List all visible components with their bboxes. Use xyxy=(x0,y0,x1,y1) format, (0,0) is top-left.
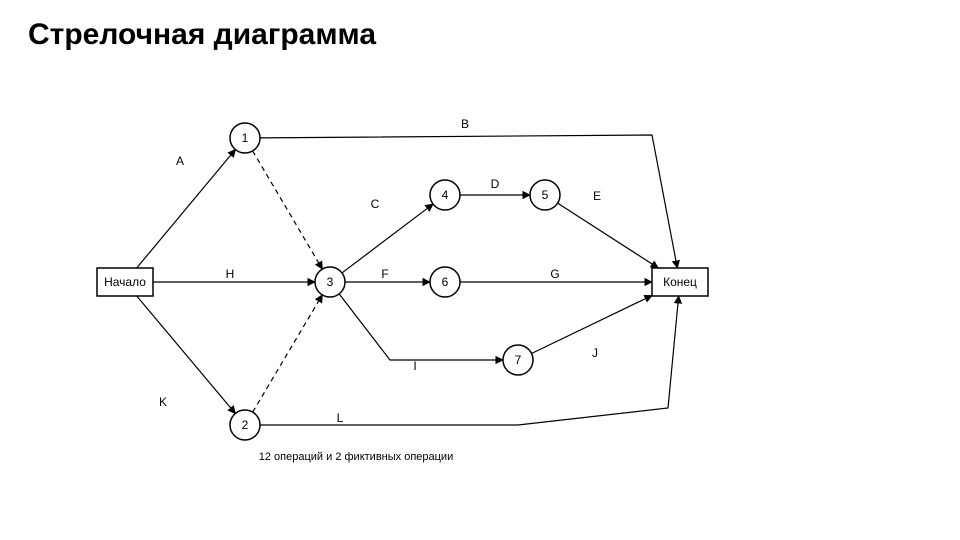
edge-label-H: H xyxy=(226,267,235,281)
edge-label-A: A xyxy=(176,154,184,168)
edge-J xyxy=(532,295,652,353)
edge-label-D: D xyxy=(491,177,500,191)
node-label-n6: 6 xyxy=(442,275,449,289)
edge-label-K: K xyxy=(159,395,167,409)
edge-label-J: J xyxy=(592,346,598,360)
node-label-n4: 4 xyxy=(442,188,449,202)
node-label-n2: 2 xyxy=(242,418,249,432)
edge-label-G: G xyxy=(550,267,559,281)
edge-label-F: F xyxy=(381,267,388,281)
edge-I xyxy=(339,294,503,360)
node-label-n7: 7 xyxy=(515,353,522,367)
edge-n2-n3 xyxy=(253,295,323,412)
edge-K xyxy=(137,296,236,414)
edge-C xyxy=(342,204,433,273)
edge-A xyxy=(137,150,236,268)
edge-n1-n3 xyxy=(253,151,323,269)
edge-label-C: C xyxy=(371,197,380,211)
node-label-n5: 5 xyxy=(542,188,549,202)
node-label-start: Начало xyxy=(104,275,146,289)
edge-label-B: B xyxy=(461,117,469,131)
edge-label-I: I xyxy=(413,359,416,373)
node-label-n3: 3 xyxy=(327,275,334,289)
edge-label-L: L xyxy=(337,411,344,425)
diagram-caption: 12 операций и 2 фиктивных операции xyxy=(259,451,453,463)
edge-label-E: E xyxy=(593,189,601,203)
arrow-diagram: A H K B C F I D E G J L Начало Конец 1 2 3 4 5 6 7 12 опера… xyxy=(0,0,960,540)
edge-E xyxy=(558,203,659,268)
node-label-n1: 1 xyxy=(242,131,249,145)
node-label-end: Конец xyxy=(663,275,697,289)
edge-B xyxy=(260,135,677,268)
